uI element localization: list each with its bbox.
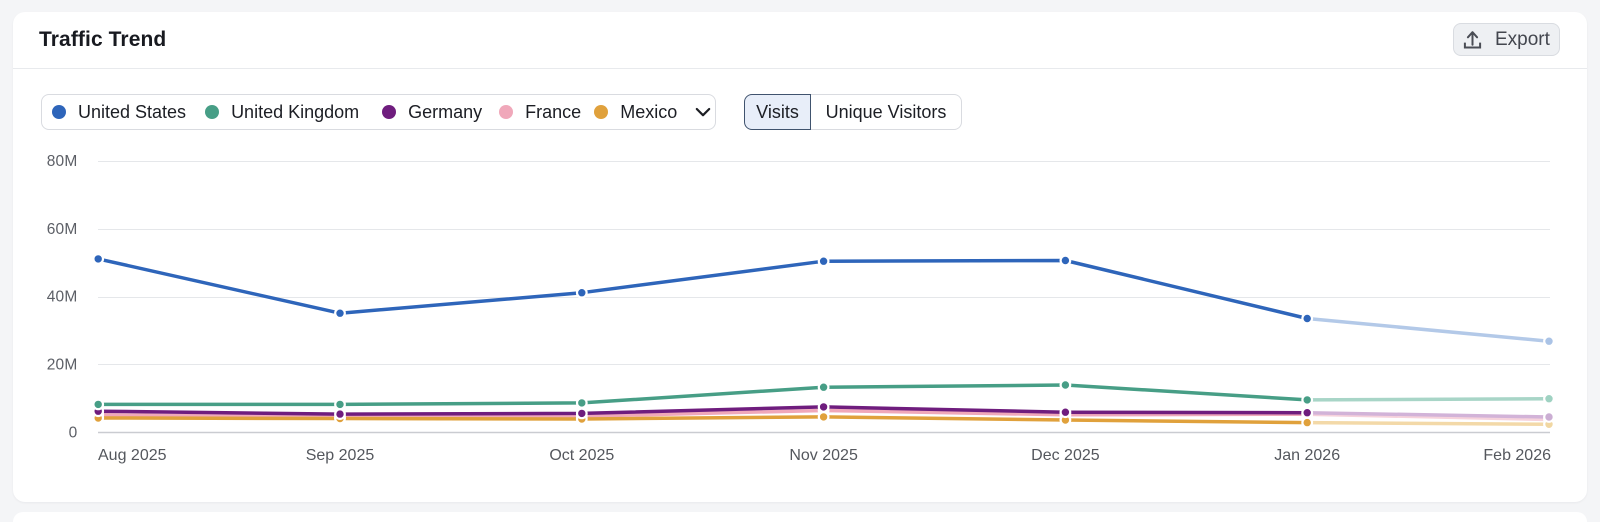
svg-text:Feb 2026: Feb 2026 [1483,447,1551,464]
svg-text:Aug 2025: Aug 2025 [98,447,167,464]
svg-text:0: 0 [69,425,78,442]
svg-text:60M: 60M [47,221,78,238]
svg-text:Oct 2025: Oct 2025 [549,447,614,464]
svg-text:40M: 40M [47,289,78,306]
svg-text:80M: 80M [47,153,78,170]
svg-text:20M: 20M [47,357,78,374]
svg-text:Nov 2025: Nov 2025 [789,447,858,464]
svg-text:Sep 2025: Sep 2025 [306,447,375,464]
svg-text:Jan 2026: Jan 2026 [1274,447,1340,464]
svg-text:Dec 2025: Dec 2025 [1031,447,1100,464]
